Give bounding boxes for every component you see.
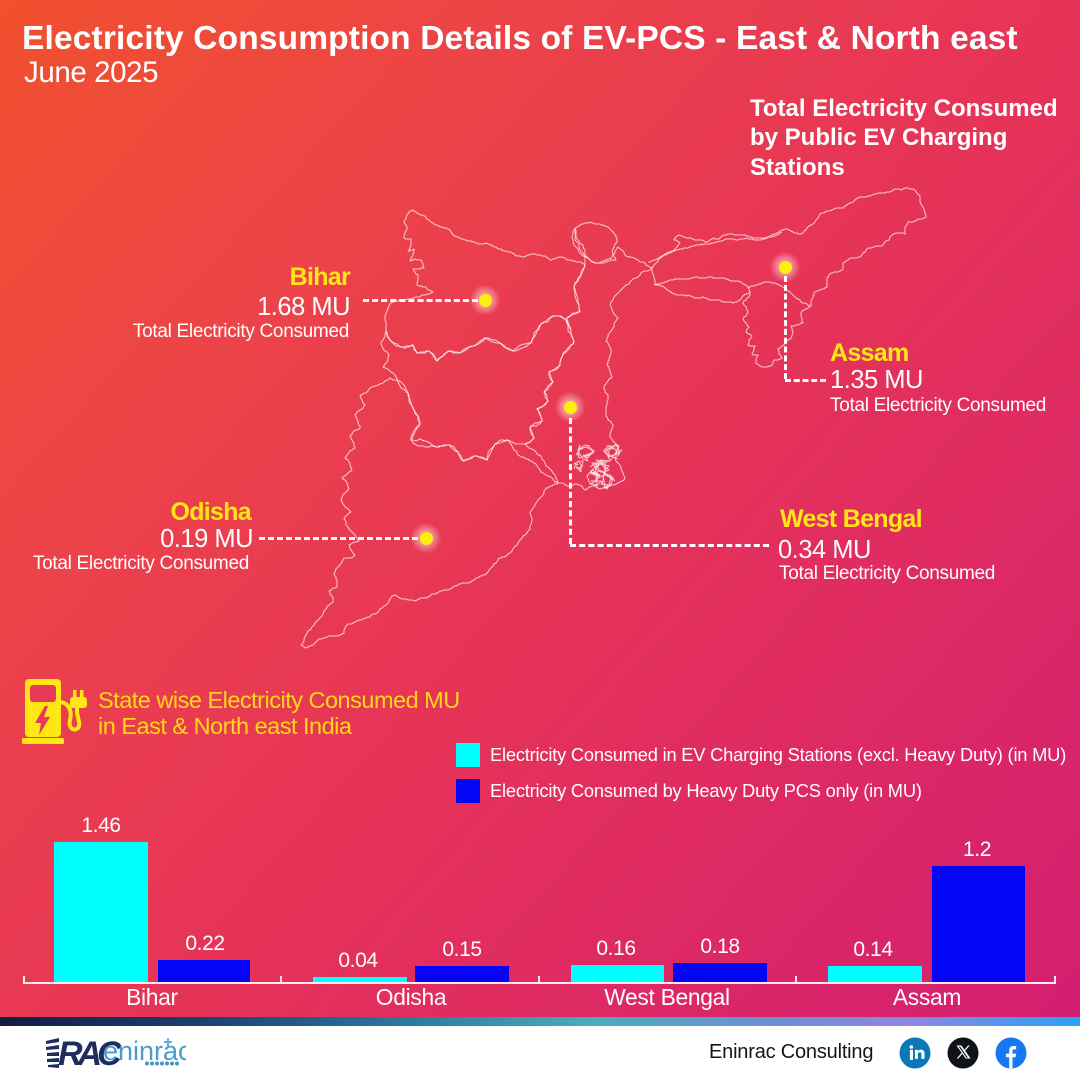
svg-text:eninrac: eninrac — [103, 1036, 186, 1066]
svg-text:RAC: RAC — [58, 1035, 122, 1073]
